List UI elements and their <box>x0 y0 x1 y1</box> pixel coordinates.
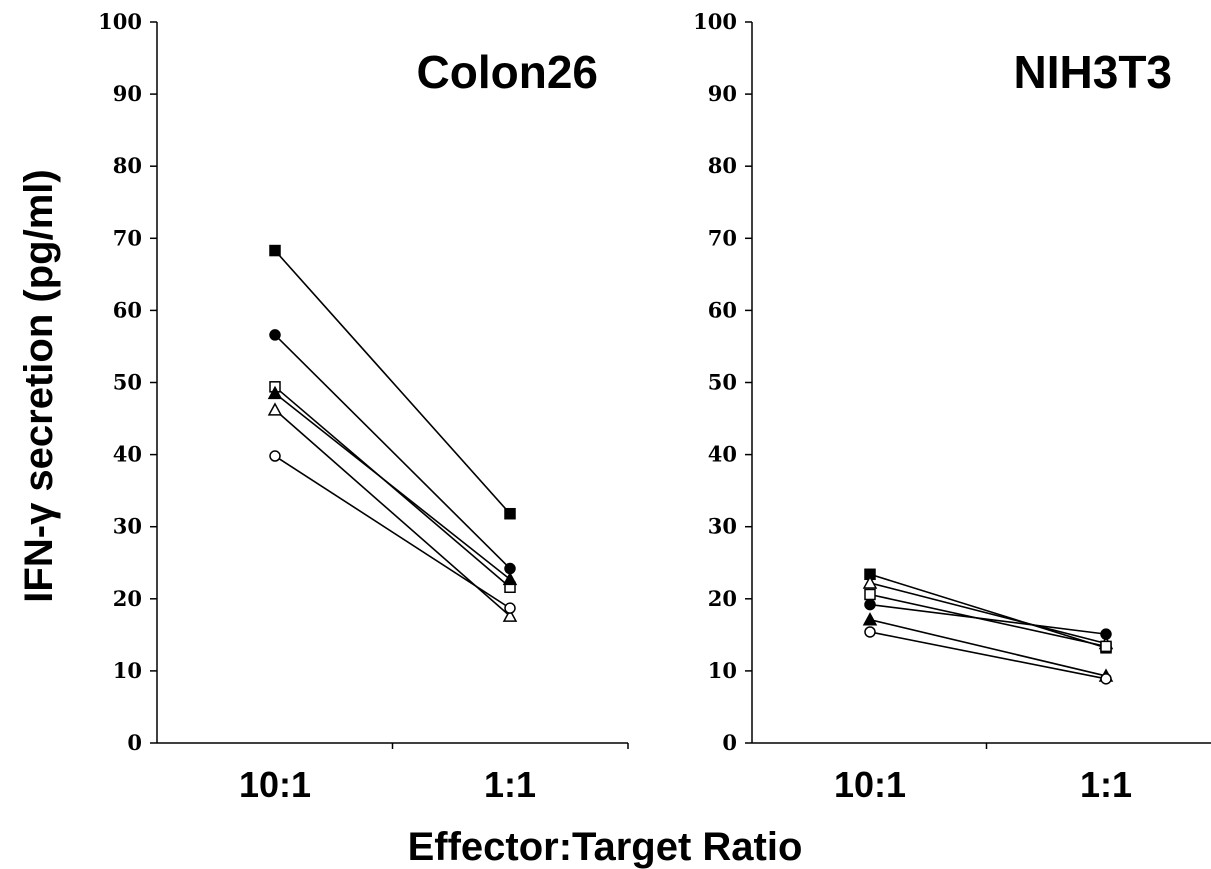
chart-panel-colon26: 0 10 20 30 40 50 60 70 80 90 100 10:1 1:1 Colon26 <box>98 9 629 805</box>
data-point-square-filled <box>269 244 281 257</box>
data-point-square-open <box>1100 640 1112 653</box>
y-tick-label: 20 <box>113 586 142 611</box>
y-tick-label: 50 <box>113 370 142 395</box>
series-line <box>869 593 1107 648</box>
data-point-circle-open <box>269 450 281 462</box>
series-line <box>869 573 1107 649</box>
series-4 <box>267 385 518 586</box>
series-line <box>274 334 511 570</box>
series-5 <box>862 612 1114 682</box>
y-tick-label: 70 <box>113 225 142 250</box>
series-line <box>274 409 511 617</box>
data-point-circle-open <box>1100 673 1112 685</box>
y-tick-label: 100 <box>98 9 142 34</box>
data-point-circle-open <box>504 602 516 614</box>
y-tick-label: 10 <box>113 658 142 683</box>
data-point-triangle-open <box>862 575 878 589</box>
y-tick-label: 0 <box>127 730 142 755</box>
series-6 <box>864 626 1112 685</box>
panel-title-colon26: Colon26 <box>417 46 598 98</box>
data-point-triangle-filled <box>502 571 518 586</box>
data-point-triangle-filled <box>862 612 878 626</box>
y-tick-label: 100 <box>693 9 737 34</box>
data-point-triangle-open <box>502 608 518 622</box>
y-tick-label: 60 <box>113 297 142 322</box>
y-tick-label: 90 <box>708 81 737 106</box>
series-line <box>274 250 511 515</box>
series-line <box>274 455 511 609</box>
series-6 <box>269 450 516 614</box>
y-axis-title: IFN-γ secretion (pg/ml) <box>17 169 61 602</box>
data-point-square-open <box>864 588 876 601</box>
y-tick-label: 0 <box>722 730 737 755</box>
series-line <box>869 631 1107 680</box>
x-category-label: 1:1 <box>484 764 536 805</box>
y-tick-label: 80 <box>708 153 737 178</box>
panel-title-nih3t3: NIH3T3 <box>1014 46 1172 98</box>
x-category-label: 1:1 <box>1080 764 1132 805</box>
series-line <box>869 582 1107 645</box>
x-category-label: 10:1 <box>239 764 311 805</box>
y-tick-label: 80 <box>113 153 142 178</box>
y-tick-label: 50 <box>708 370 737 395</box>
y-tick-label: 30 <box>113 514 142 539</box>
series-line <box>869 603 1107 635</box>
y-tick-label: 40 <box>708 442 737 467</box>
y-tick-label: 10 <box>708 658 737 683</box>
y-tick-label: 90 <box>113 81 142 106</box>
series-line <box>869 618 1107 677</box>
data-point-triangle-open <box>267 402 283 416</box>
x-category-label: 10:1 <box>834 764 906 805</box>
data-point-circle-open <box>864 626 876 638</box>
series-line <box>274 392 511 580</box>
series-1 <box>269 244 516 520</box>
series-4 <box>864 598 1112 640</box>
series-5 <box>267 402 518 622</box>
y-tick-label: 70 <box>708 225 737 250</box>
y-tick-label: 20 <box>708 586 737 611</box>
data-point-circle-filled <box>1100 628 1112 640</box>
x-axis-title: Effector:Target Ratio <box>408 825 803 869</box>
y-tick-label: 60 <box>708 297 737 322</box>
data-point-circle-filled <box>864 598 876 611</box>
series-1 <box>864 568 1112 654</box>
data-point-circle-filled <box>269 329 281 341</box>
series-2 <box>269 329 516 575</box>
series-3 <box>864 588 1112 653</box>
y-tick-label: 40 <box>113 442 142 467</box>
y-tick-label: 30 <box>708 514 737 539</box>
chart-panel-nih3t3: 0 10 20 30 40 50 60 70 80 90 100 10:1 1:1 NIH3T3 <box>693 9 1211 805</box>
data-point-triangle-filled <box>267 385 283 400</box>
data-point-square-filled <box>504 507 516 520</box>
